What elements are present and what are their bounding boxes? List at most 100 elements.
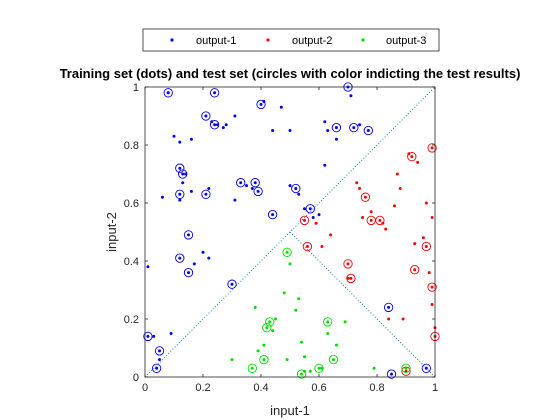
output-1-test-point bbox=[294, 187, 298, 190]
legend-label-output-2: output-2 bbox=[292, 35, 332, 47]
output-1-test-point bbox=[230, 282, 234, 286]
output-1-test-circle bbox=[175, 189, 185, 199]
output-3-test-circle bbox=[282, 247, 292, 257]
output-2-test-point bbox=[430, 285, 434, 289]
output-1-training-point bbox=[189, 137, 193, 141]
output-3-test-circle bbox=[314, 363, 324, 373]
y-axis-label: input-2 bbox=[104, 212, 119, 252]
output-3-training-point bbox=[294, 308, 298, 312]
output-1-test-point bbox=[424, 366, 428, 370]
output-2-training-point bbox=[361, 216, 364, 219]
output-1-test-point bbox=[352, 126, 356, 130]
output-1-training-point bbox=[358, 123, 362, 127]
x-tick-label: 0.8 bbox=[369, 382, 384, 394]
output-1-test-point bbox=[178, 256, 182, 260]
output-2-test-circle bbox=[427, 282, 437, 292]
output-1-test-point bbox=[334, 126, 338, 130]
output-3-training-point bbox=[300, 340, 304, 344]
output-1-test-circle bbox=[163, 88, 173, 98]
output-3-training-point bbox=[230, 358, 234, 362]
output-1-training-point bbox=[288, 184, 292, 188]
output-1-training-point bbox=[224, 123, 228, 127]
output-1-training-point bbox=[178, 198, 182, 202]
reference-line-2 bbox=[289, 231, 436, 378]
output-1-training-point bbox=[172, 134, 176, 138]
legend-label-output-3: output-3 bbox=[386, 35, 426, 47]
legend-marker-output-2 bbox=[266, 38, 270, 42]
output-2-test-circle bbox=[343, 259, 353, 269]
output-1-test-circle bbox=[349, 122, 359, 133]
output-2-training-point bbox=[387, 317, 391, 321]
output-1-test-circle bbox=[236, 178, 246, 188]
output-2-training-point bbox=[427, 271, 431, 275]
output-3-training-point bbox=[308, 369, 312, 373]
output-1-test-circle bbox=[305, 204, 315, 214]
x-tick-label: 0.6 bbox=[311, 382, 326, 394]
legend-marker-output-1 bbox=[170, 38, 174, 42]
output-1-test-circle bbox=[363, 125, 373, 136]
x-tick-label: 0 bbox=[142, 382, 148, 394]
y-tick-label: 1 bbox=[133, 82, 139, 94]
output-2-training-point bbox=[392, 204, 396, 208]
y-tick-label: 0.6 bbox=[124, 198, 139, 210]
x-axis-label: input-1 bbox=[270, 403, 310, 418]
output-2-training-point bbox=[346, 276, 350, 280]
output-3-training-point bbox=[288, 262, 292, 266]
output-1-test-circle bbox=[151, 363, 162, 373]
output-1-test-point bbox=[204, 192, 208, 196]
output-1-training-point bbox=[152, 334, 156, 338]
output-3-test-circle bbox=[265, 317, 275, 327]
output-2-training-point bbox=[384, 227, 388, 231]
output-3-training-point bbox=[372, 366, 376, 370]
output-2-training-point bbox=[424, 201, 428, 205]
output-1-test-point bbox=[155, 366, 159, 370]
output-1-test-point bbox=[158, 349, 161, 353]
output-3-training-point bbox=[303, 355, 306, 359]
legend: output-1 output-2 output-3 bbox=[142, 28, 440, 52]
chart-title: Training set (dots) and test set (circle… bbox=[60, 66, 521, 81]
output-1-training-point bbox=[178, 140, 182, 144]
output-1-training-point bbox=[221, 126, 225, 130]
output-2-test-point bbox=[430, 146, 434, 150]
output-1-test-point bbox=[253, 181, 257, 185]
output-1-training-point bbox=[245, 184, 248, 188]
output-1-test-point bbox=[213, 91, 217, 95]
output-1-training-point bbox=[250, 187, 254, 190]
output-3-training-point bbox=[326, 332, 330, 335]
output-3-training-point bbox=[285, 358, 289, 362]
output-2-test-circle bbox=[421, 241, 431, 252]
legend-marker-output-3 bbox=[361, 38, 365, 42]
output-2-training-point bbox=[421, 236, 425, 240]
output-1-test-circle bbox=[421, 363, 431, 373]
output-1-training-point bbox=[279, 105, 283, 109]
output-1-test-circle bbox=[250, 178, 260, 188]
output-1-training-point bbox=[207, 187, 211, 190]
output-2-training-point bbox=[413, 242, 417, 246]
output-2-training-point bbox=[358, 187, 362, 190]
output-1-training-point bbox=[303, 207, 306, 211]
output-1-training-point bbox=[233, 114, 237, 118]
y-axis-ticks: 0 0.2 0.4 0.6 0.8 1 bbox=[124, 82, 435, 384]
output-1-test-circle bbox=[183, 267, 194, 278]
output-1-test-circle bbox=[256, 99, 266, 110]
output-1-test-circle bbox=[253, 186, 263, 197]
y-tick-label: 0.4 bbox=[124, 256, 139, 268]
output-3-test-point bbox=[332, 358, 335, 362]
output-1-test-point bbox=[308, 207, 312, 211]
output-3-test-circle bbox=[296, 369, 307, 379]
output-1-test-circle bbox=[331, 122, 342, 133]
output-1-test-circle bbox=[227, 279, 237, 289]
output-1-training-point bbox=[326, 129, 330, 132]
output-1-test-circle bbox=[383, 302, 394, 313]
output-1-training-point bbox=[288, 129, 292, 132]
output-1-training-point bbox=[317, 213, 321, 217]
output-1-training-point bbox=[323, 163, 327, 167]
x-tick-label: 0.2 bbox=[195, 382, 210, 394]
output-2-test-point bbox=[349, 276, 353, 280]
output-2-test-circle bbox=[346, 273, 356, 284]
output-1-test-point bbox=[181, 172, 185, 176]
y-tick-label: 0 bbox=[133, 372, 139, 384]
output-1-training-point bbox=[233, 198, 237, 202]
output-3-test-point bbox=[404, 366, 408, 370]
output-1-training-point bbox=[207, 256, 211, 260]
